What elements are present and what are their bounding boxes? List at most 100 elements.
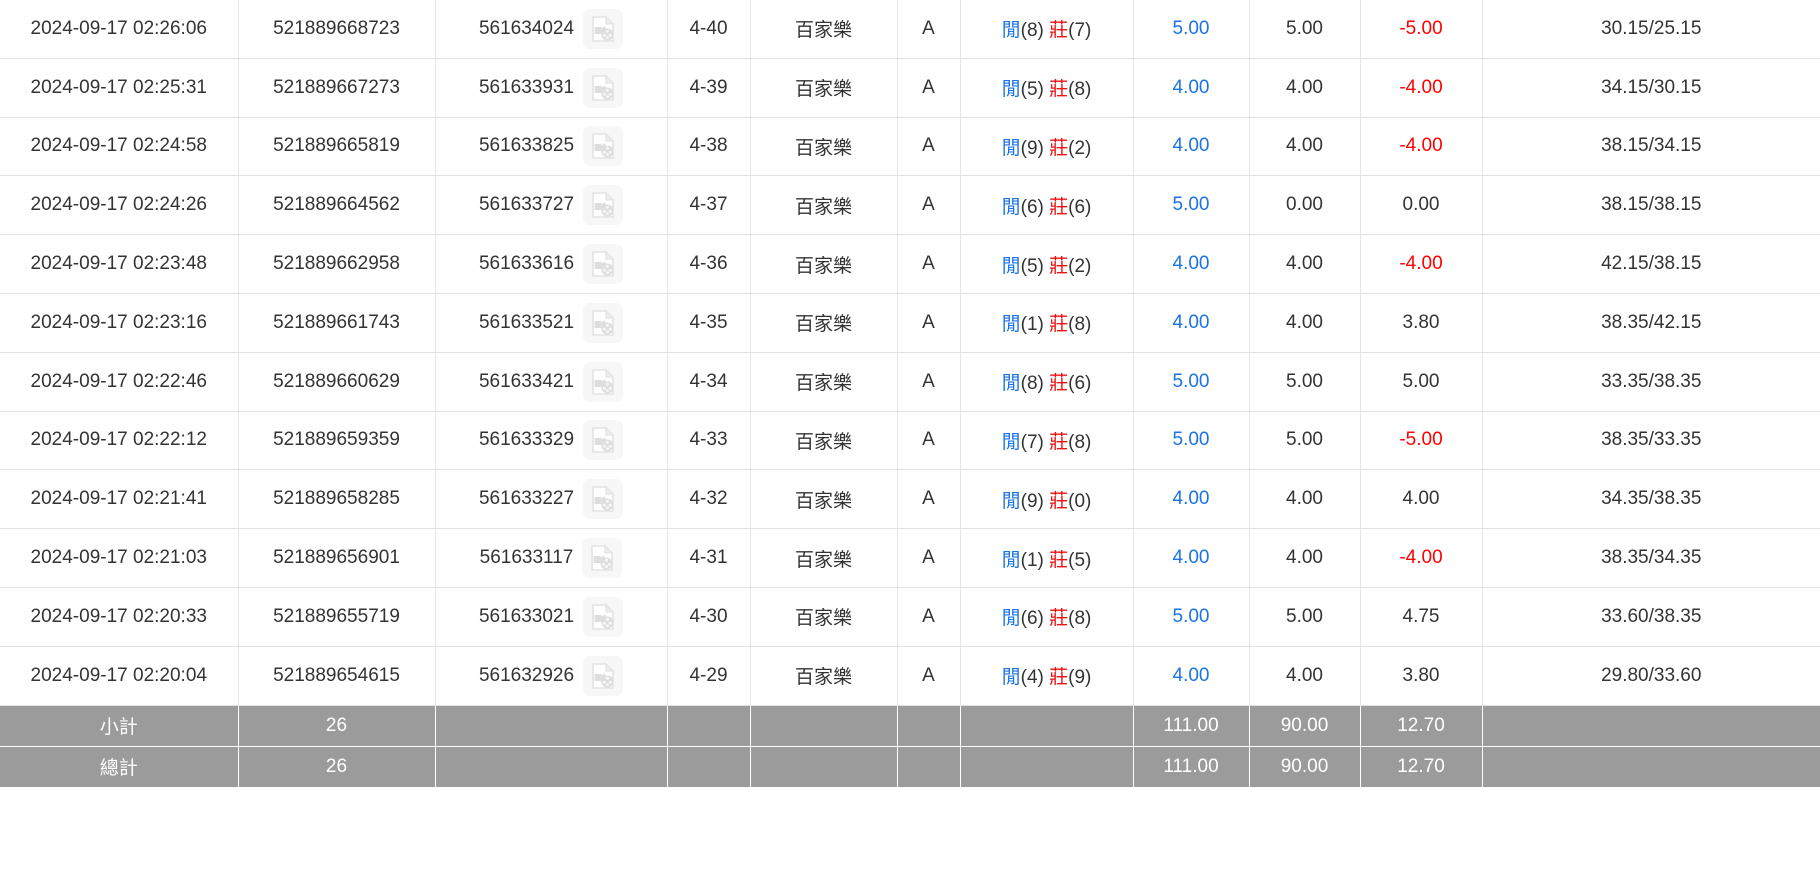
table-row[interactable]: 2024-09-17 02:22:12 521889659359 561633329… [0,411,1820,471]
video-file-icon[interactable] [583,302,624,343]
bet-time: 2024-09-17 02:26:06 [30,17,207,39]
video-file-icon[interactable] [583,126,624,167]
valid-amount: 4.00 [1286,135,1323,157]
video-file-icon[interactable] [583,185,624,226]
video-file-icon[interactable] [583,479,624,520]
game-name: 百家樂 [794,255,852,277]
video-file-icon[interactable] [582,538,623,579]
game-name-cell: 百家樂 [750,528,898,588]
stake-amount: 4.00 [1172,547,1210,569]
shoe-round: 4-35 [689,311,728,333]
summary-shoe-cell [667,746,751,787]
banker-score: (5) [1068,549,1092,571]
bet-time-cell: 2024-09-17 02:24:26 [0,175,239,236]
bet-id: 521889659359 [273,429,400,451]
bet-id-cell: 521889654615 [238,646,436,706]
player-label: 閒 [1001,255,1021,277]
bet-result-cell: 閒(7) 莊(8) [960,411,1134,471]
table-row[interactable]: 2024-09-17 02:25:31 521889667273 561633931… [0,58,1820,118]
bet-result-cell: 閒(6) 莊(6) [960,175,1134,236]
round-id-cell: 561633227 [435,469,668,530]
round-id: 561633421 [478,370,575,392]
summary-hall-cell [897,746,961,787]
table-row[interactable]: 2024-09-17 02:23:16 521889661743 561633521… [0,293,1820,353]
summary-count: 26 [325,714,348,736]
player-score: (8) [1020,373,1044,395]
shoe-round: 4-39 [689,76,728,98]
round-id: 561633521 [478,311,575,333]
hall-code-cell: A [897,234,961,294]
round-id-cell: 561633521 [435,293,668,353]
hall-code: A [922,311,935,333]
banker-label: 莊 [1049,79,1069,101]
summary-game-cell [750,705,898,747]
summary-count-cell: 26 [238,746,436,787]
table-row[interactable]: 2024-09-17 02:20:33 521889655719 561633021… [0,587,1820,647]
banker-score: (6) [1068,196,1092,218]
game-name: 百家樂 [794,667,852,689]
balance-cell: 33.60/38.35 [1482,587,1820,647]
round-id-cell: 561634024 [435,0,668,59]
table-row[interactable]: 2024-09-17 02:21:03 521889656901 561633117… [0,528,1820,588]
video-file-icon[interactable] [583,67,624,108]
bet-time-cell: 2024-09-17 02:22:46 [0,352,239,412]
video-file-icon[interactable] [583,8,624,49]
game-name: 百家樂 [794,549,852,571]
table-row[interactable]: 2024-09-17 02:22:46 521889660629 561633421… [0,352,1820,412]
hall-code-cell: A [897,293,961,353]
hall-code: A [922,17,935,39]
bet-id-cell: 521889656901 [238,528,436,588]
bet-time-cell: 2024-09-17 02:23:16 [0,293,239,353]
video-file-icon[interactable] [583,596,624,637]
summary-stake: 111.00 [1163,755,1219,777]
hall-code: A [922,429,935,451]
summary-hall-cell [897,705,961,747]
game-name-cell: 百家樂 [750,587,898,647]
player-label: 閒 [1001,196,1021,218]
game-name-cell: 百家樂 [750,0,898,59]
table-row[interactable]: 2024-09-17 02:26:06 521889668723 561634024… [0,0,1820,59]
player-score: (4) [1020,667,1044,689]
shoe-round: 4-36 [689,253,728,275]
valid-amount: 4.00 [1286,664,1323,686]
summary-round-cell [435,746,668,787]
player-label: 閒 [1001,667,1021,689]
bet-time-cell: 2024-09-17 02:22:12 [0,411,239,471]
payout-amount-cell: 4.00 [1360,469,1483,530]
game-name: 百家樂 [794,196,852,218]
video-file-icon[interactable] [583,244,624,285]
stake-amount-cell: 4.00 [1133,58,1250,118]
stake-amount-cell: 5.00 [1133,0,1250,59]
balance-before-after: 33.60/38.35 [1601,605,1702,627]
round-id: 561633117 [479,547,574,569]
video-file-icon[interactable] [583,655,624,696]
player-score: (9) [1020,137,1044,159]
stake-amount: 4.00 [1172,253,1210,275]
table-row[interactable]: 2024-09-17 02:24:58 521889665819 561633825… [0,117,1820,177]
balance-cell: 30.15/25.15 [1482,0,1820,59]
bet-result-cell: 閒(9) 莊(2) [960,117,1134,177]
stake-amount: 5.00 [1172,429,1210,451]
table-row[interactable]: 2024-09-17 02:21:41 521889658285 561633227… [0,469,1820,530]
balance-before-after: 29.80/33.60 [1601,664,1702,686]
table-row[interactable]: 2024-09-17 02:24:26 521889664562 561633727… [0,175,1820,236]
video-file-icon[interactable] [583,361,624,402]
bet-time: 2024-09-17 02:23:16 [30,311,207,333]
bet-time: 2024-09-17 02:22:12 [30,429,207,451]
bet-result-cell: 閒(1) 莊(5) [960,528,1134,588]
valid-amount-cell: 5.00 [1249,0,1361,59]
game-name-cell: 百家樂 [750,352,898,412]
bet-id: 521889667273 [273,76,400,98]
video-file-icon[interactable] [583,420,624,461]
game-name: 百家樂 [794,314,852,336]
round-id-cell: 561632926 [435,646,668,706]
hall-code-cell: A [897,0,961,59]
payout-amount: 5.00 [1402,370,1440,392]
player-label: 閒 [1001,490,1021,512]
table-row[interactable]: 2024-09-17 02:23:48 521889662958 561633616… [0,234,1820,294]
game-name-cell: 百家樂 [750,117,898,177]
bet-time-cell: 2024-09-17 02:23:48 [0,234,239,294]
table-row[interactable]: 2024-09-17 02:20:04 521889654615 561632926… [0,646,1820,706]
bet-id-cell: 521889655719 [238,587,436,647]
hall-code: A [922,605,935,627]
